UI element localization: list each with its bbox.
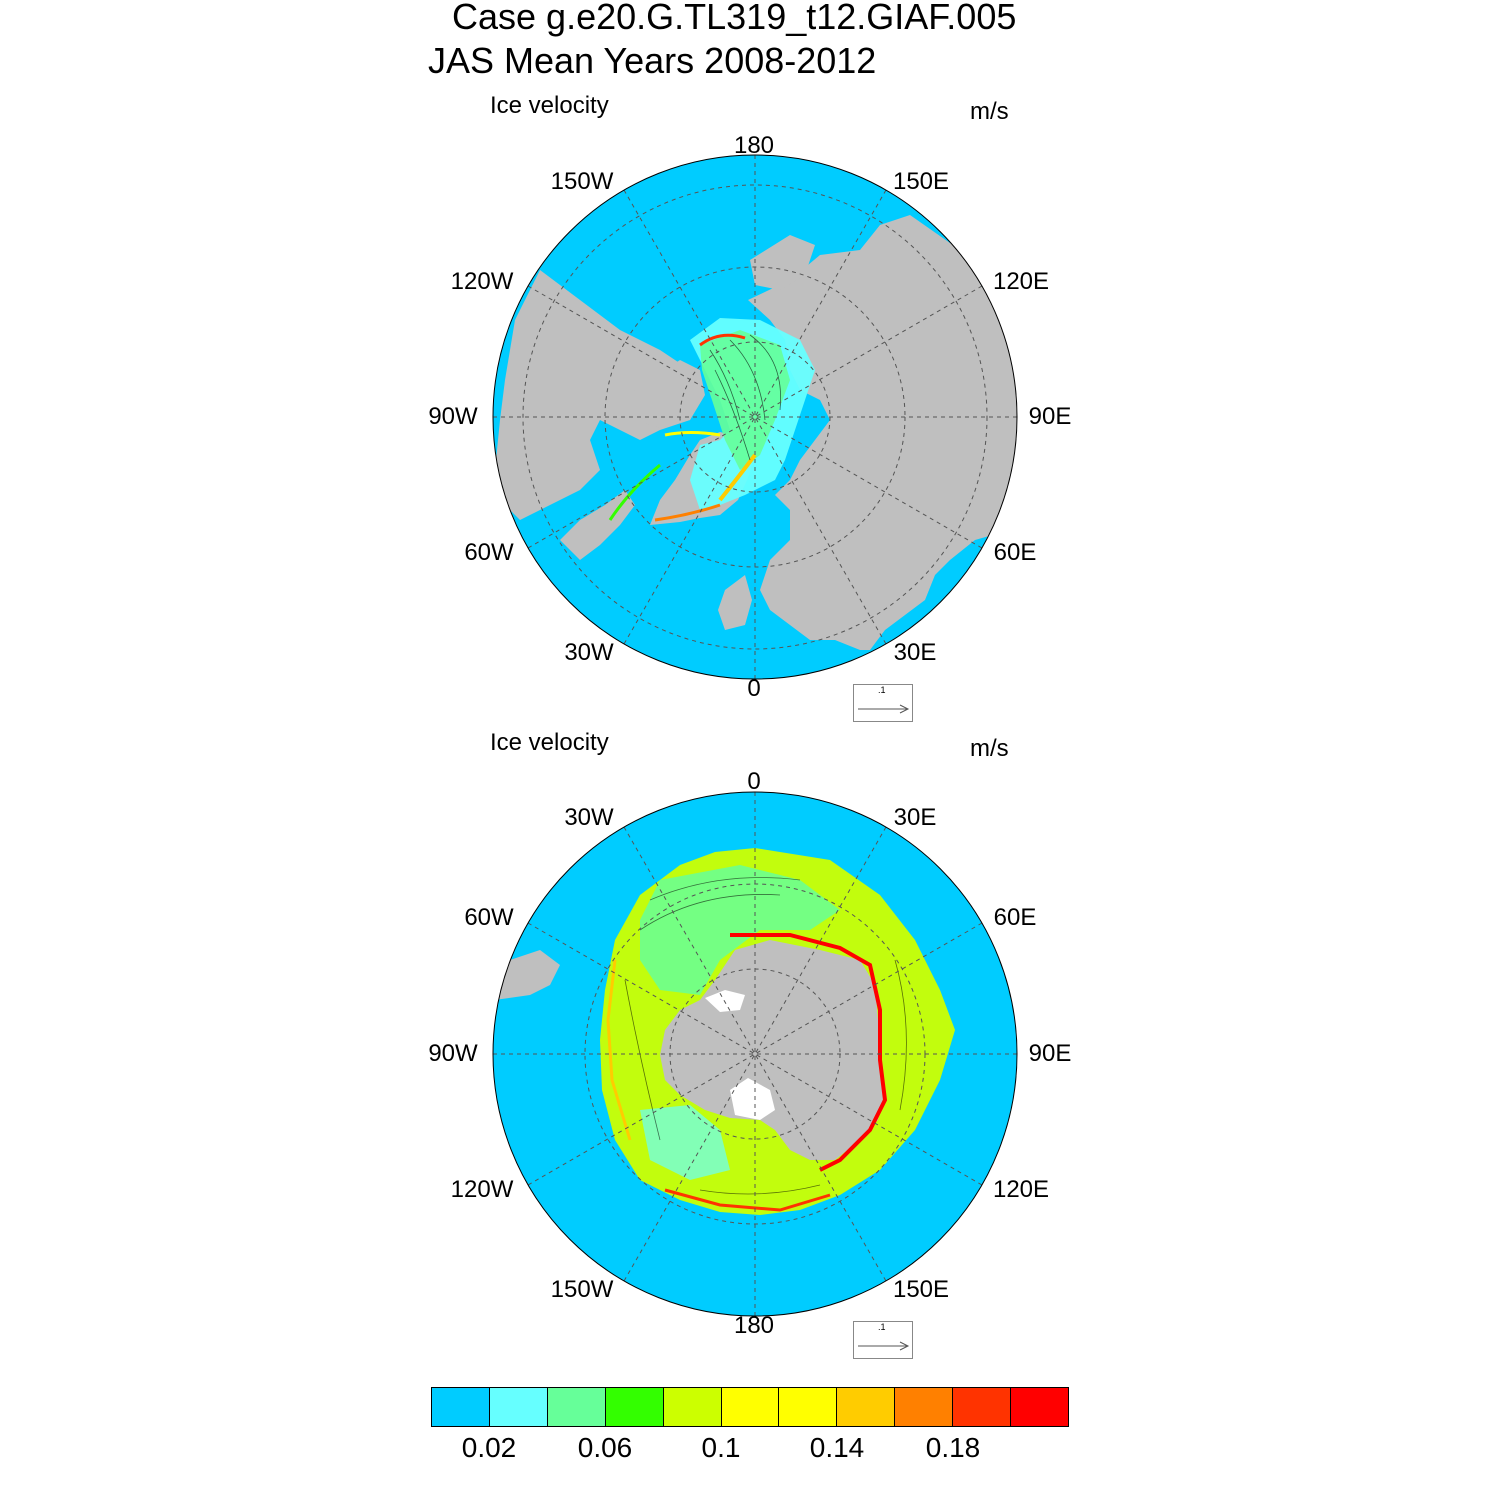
- north-ref-arrow-icon: [858, 704, 910, 714]
- north-lon-label-90w: 90W: [428, 403, 478, 430]
- north-ref-vector-label: .1: [878, 685, 886, 695]
- colorbar-swatch: [489, 1388, 548, 1426]
- colorbar-swatch: [605, 1388, 664, 1426]
- south-fast-coastal: [730, 933, 888, 1172]
- north-lon-label-30w: 30W: [564, 639, 614, 666]
- south-ice-inner-cyan: [640, 1105, 730, 1180]
- figure-title-line2: JAS Mean Years 2008-2012: [428, 40, 877, 81]
- north-fast-edge-2: [718, 453, 757, 502]
- north-fast-edge-3: [654, 503, 721, 522]
- south-streamlines: [624, 877, 907, 1195]
- north-lon-label-120w: 120W: [450, 268, 514, 295]
- north-lon-label-60w: 60W: [464, 539, 514, 566]
- colorbar-swatch: [895, 1388, 954, 1426]
- colorbar-tick-label: 0.06: [577, 1432, 633, 1463]
- north-ref-vector-box: .1: [853, 684, 913, 722]
- south-lon-label-180: 180: [733, 1312, 775, 1339]
- south-fast-outer: [664, 1188, 831, 1212]
- north-lon-label-0: 0: [747, 675, 761, 702]
- colorbar-tick-label: 0.14: [809, 1432, 865, 1463]
- south-lon-label-120e: 120E: [992, 1176, 1050, 1203]
- south-lon-label-30e: 30E: [893, 804, 937, 831]
- north-land-chukotka: [750, 235, 815, 290]
- north-streamlines: [709, 334, 781, 461]
- south-graticule: [493, 792, 1017, 1316]
- north-lon-label-180: 180: [733, 132, 775, 159]
- colorbar-swatch: [779, 1388, 838, 1426]
- colorbar-swatch: [837, 1388, 896, 1426]
- south-lon-label-90e: 90E: [1028, 1040, 1072, 1067]
- south-lon-label-0: 0: [747, 768, 761, 795]
- south-ref-arrow-icon: [858, 1341, 910, 1351]
- south-lon-label-150w: 150W: [550, 1276, 614, 1303]
- colorbar-swatch: [432, 1388, 490, 1426]
- north-fast-edge-1: [699, 333, 746, 347]
- north-land-uk: [718, 575, 752, 630]
- north-polar-map: [492, 154, 1018, 680]
- panel2-title: Ice velocity: [490, 729, 609, 756]
- south-ref-vector-box: .1: [853, 1321, 913, 1359]
- south-lon-label-60w: 60W: [464, 904, 514, 931]
- north-land-america: [495, 270, 700, 520]
- colorbar: [431, 1387, 1069, 1427]
- south-lon-label-150e: 150E: [892, 1276, 950, 1303]
- south-lon-label-60e: 60E: [993, 904, 1037, 931]
- south-ice-shelf-ross: [730, 1078, 775, 1120]
- north-lon-label-30e: 30E: [893, 639, 937, 666]
- north-lon-label-120e: 120E: [992, 268, 1050, 295]
- colorbar-tick-label: 0.18: [925, 1432, 981, 1463]
- figure-title-line1: Case g.e20.G.TL319_t12.GIAF.005: [452, 0, 1017, 37]
- north-lon-label-60e: 60E: [993, 539, 1037, 566]
- south-ice-inner-green: [640, 865, 840, 995]
- south-ice-shelf-weddell: [705, 990, 745, 1012]
- colorbar-tick-label: 0.1: [701, 1432, 741, 1463]
- north-lon-label-150w: 150W: [550, 168, 614, 195]
- colorbar-swatch: [547, 1388, 606, 1426]
- south-lon-label-90w: 90W: [428, 1040, 478, 1067]
- colorbar-tick-label: 0.02: [461, 1432, 517, 1463]
- colorbar-swatch: [1011, 1388, 1068, 1426]
- south-lon-label-120w: 120W: [450, 1176, 514, 1203]
- north-land-baffin: [560, 490, 635, 560]
- panel1-title: Ice velocity: [490, 92, 609, 119]
- north-lon-label-90e: 90E: [1028, 403, 1072, 430]
- north-fast-edge-4: [608, 463, 661, 521]
- north-graticule: [493, 155, 1017, 679]
- south-land-south-america: [495, 950, 560, 1000]
- south-fast-west: [606, 959, 632, 1141]
- north-land-archipelago: [620, 360, 705, 428]
- south-lon-label-30w: 30W: [564, 804, 614, 831]
- panel1-units: m/s: [970, 98, 1009, 125]
- panel2-units: m/s: [970, 735, 1009, 762]
- south-polar-map: [492, 791, 1018, 1317]
- north-land-scandinavia: [790, 505, 860, 615]
- north-fast-edge-5: [664, 431, 721, 437]
- north-lon-label-150e: 150E: [892, 168, 950, 195]
- colorbar-swatch: [663, 1388, 722, 1426]
- colorbar-swatch: [953, 1388, 1012, 1426]
- colorbar-swatch: [721, 1388, 780, 1426]
- south-ref-vector-label: .1: [878, 1322, 886, 1332]
